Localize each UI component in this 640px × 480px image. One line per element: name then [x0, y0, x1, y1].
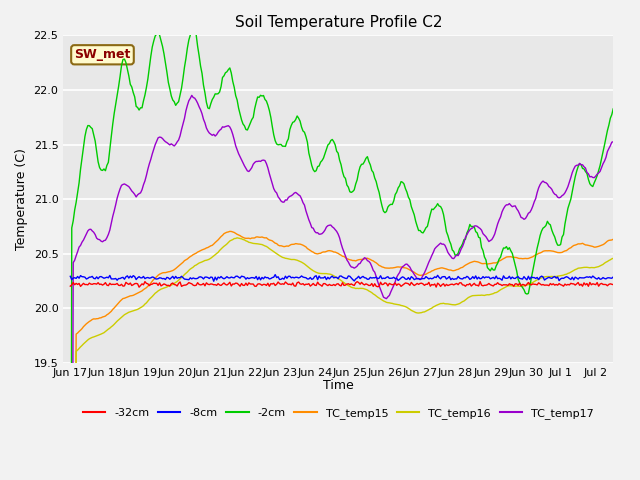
- Legend: -32cm, -8cm, -2cm, TC_temp15, TC_temp16, TC_temp17: -32cm, -8cm, -2cm, TC_temp15, TC_temp16,…: [79, 403, 598, 423]
- Y-axis label: Temperature (C): Temperature (C): [15, 148, 28, 250]
- Title: Soil Temperature Profile C2: Soil Temperature Profile C2: [234, 15, 442, 30]
- Text: SW_met: SW_met: [74, 48, 131, 61]
- X-axis label: Time: Time: [323, 379, 354, 392]
